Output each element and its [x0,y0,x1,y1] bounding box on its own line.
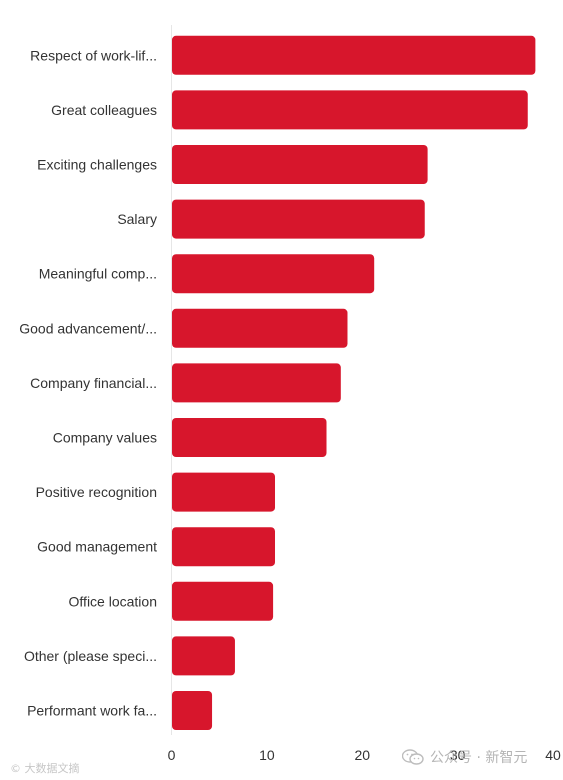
bars-group [172,35,536,730]
category-label: Good advancement/... [19,320,157,336]
category-label: Exciting challenges [37,157,157,173]
bar [172,254,375,294]
category-label: Meaningful comp... [39,266,157,282]
bar [172,363,341,403]
bar [172,527,276,567]
bar [172,90,528,130]
x-tick-label: 20 [354,747,370,763]
category-label: Performant work fa... [27,703,157,719]
category-label: Company values [53,430,157,446]
x-tick-label: 40 [545,747,561,763]
category-label: Salary [117,211,157,227]
bar [172,35,536,75]
bar [172,636,235,676]
bar [172,472,276,512]
bar [172,581,274,621]
bar [172,418,327,457]
category-label: Company financial... [30,375,157,391]
x-axis-ticks: 0 10 20 30 40 [168,747,561,763]
category-label: Other (please speci... [24,648,157,664]
x-tick-label: 0 [168,747,176,763]
wechat-icon [401,749,424,765]
category-label: Great colleagues [51,102,157,118]
watermark-right-text: 公众号 · 新智元 [430,750,528,766]
bar [172,199,425,239]
category-label: Positive recognition [36,484,157,500]
bar [172,308,348,348]
category-label: Good management [37,539,157,555]
x-tick-label: 10 [259,747,275,763]
category-labels: Respect of work-lif... Great colleagues Ex… [19,47,157,718]
bar [172,691,213,730]
watermark-left: © 大数据文摘 [10,762,80,775]
watermark-right: 公众号 · 新智元 [401,747,528,767]
bar [172,145,428,184]
category-label: Office location [69,593,157,609]
x-tick-label: 30 [450,747,466,763]
category-label: Respect of work-lif... [30,47,157,63]
